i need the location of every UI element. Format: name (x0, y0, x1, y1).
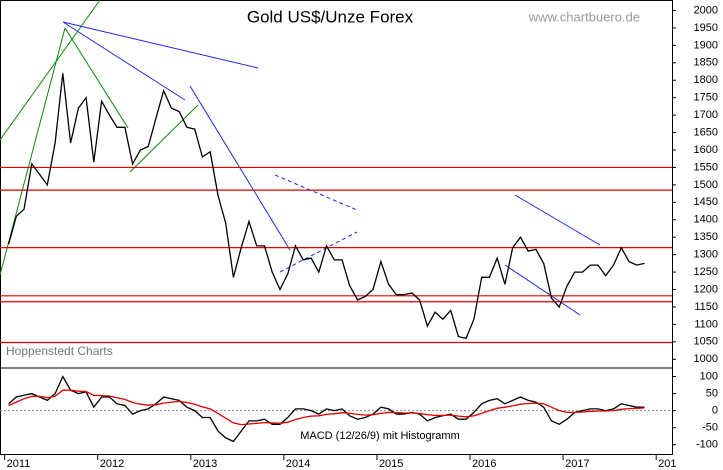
y-tick-label: 1200 (694, 283, 718, 295)
frame (0, 0, 673, 455)
y-tick-label: 1300 (694, 249, 718, 261)
x-tick-label: 2013 (193, 458, 217, 470)
y-tick-label: 1700 (694, 109, 718, 121)
x-tick-label: 2016 (472, 458, 496, 470)
y-tick-label: 1500 (694, 179, 718, 191)
x-tick-label: 2014 (286, 458, 310, 470)
trend-line (514, 194, 601, 246)
y-tick-label: 1100 (694, 318, 718, 330)
trend-line (504, 264, 581, 316)
y-tick-label: 1150 (694, 301, 718, 313)
y-tick-label: 1600 (694, 144, 718, 156)
y-tick-label: 1950 (694, 22, 718, 34)
trend-line (62, 21, 259, 69)
x-tick-label: 2017 (565, 458, 589, 470)
x-tick-label: 2012 (100, 458, 124, 470)
y-tick-label: -100 (696, 439, 718, 451)
y-tick-label: 1450 (694, 196, 718, 208)
source-label: Hoppenstedt Charts (6, 344, 113, 358)
y-tick-label: 1400 (694, 214, 718, 226)
trend-line (129, 104, 199, 173)
trend-line (279, 231, 358, 273)
y-tick-label: 1900 (694, 39, 718, 51)
y-tick-label: 1850 (694, 57, 718, 69)
data-line (8, 389, 645, 426)
macd-title: MACD (12/26/9) mit Histogramm (300, 430, 460, 442)
trend-line (64, 27, 129, 129)
y-tick-label: 1000 (694, 353, 718, 365)
y-tick-label: 1750 (694, 92, 718, 104)
y-tick-label: 2000 (694, 4, 718, 16)
x-tick-label: 2011 (7, 458, 31, 470)
y-tick-label: 0 (712, 405, 718, 417)
chart-title: Gold US$/Unze Forex (247, 7, 414, 26)
trend-lines (0, 0, 601, 316)
y-tick-label: 100 (700, 370, 718, 382)
x-tick-label: 2015 (379, 458, 403, 470)
y-tick-label: 1650 (694, 126, 718, 138)
trend-line (0, 0, 101, 141)
data-line (7, 73, 645, 340)
y-tick-label: 1350 (694, 231, 718, 243)
y-tick-label: 50 (706, 387, 718, 399)
watermark: www.chartbuero.de (528, 9, 640, 24)
trend-line (62, 21, 186, 101)
y-tick-label: 1550 (694, 161, 718, 173)
y-tick-label: -50 (702, 422, 718, 434)
trend-line (274, 174, 358, 211)
y-tick-label: 1800 (694, 74, 718, 86)
y-tick-label: 1050 (694, 336, 718, 348)
x-tick-label: 201 (658, 458, 676, 470)
y-tick-label: 1250 (694, 266, 718, 278)
